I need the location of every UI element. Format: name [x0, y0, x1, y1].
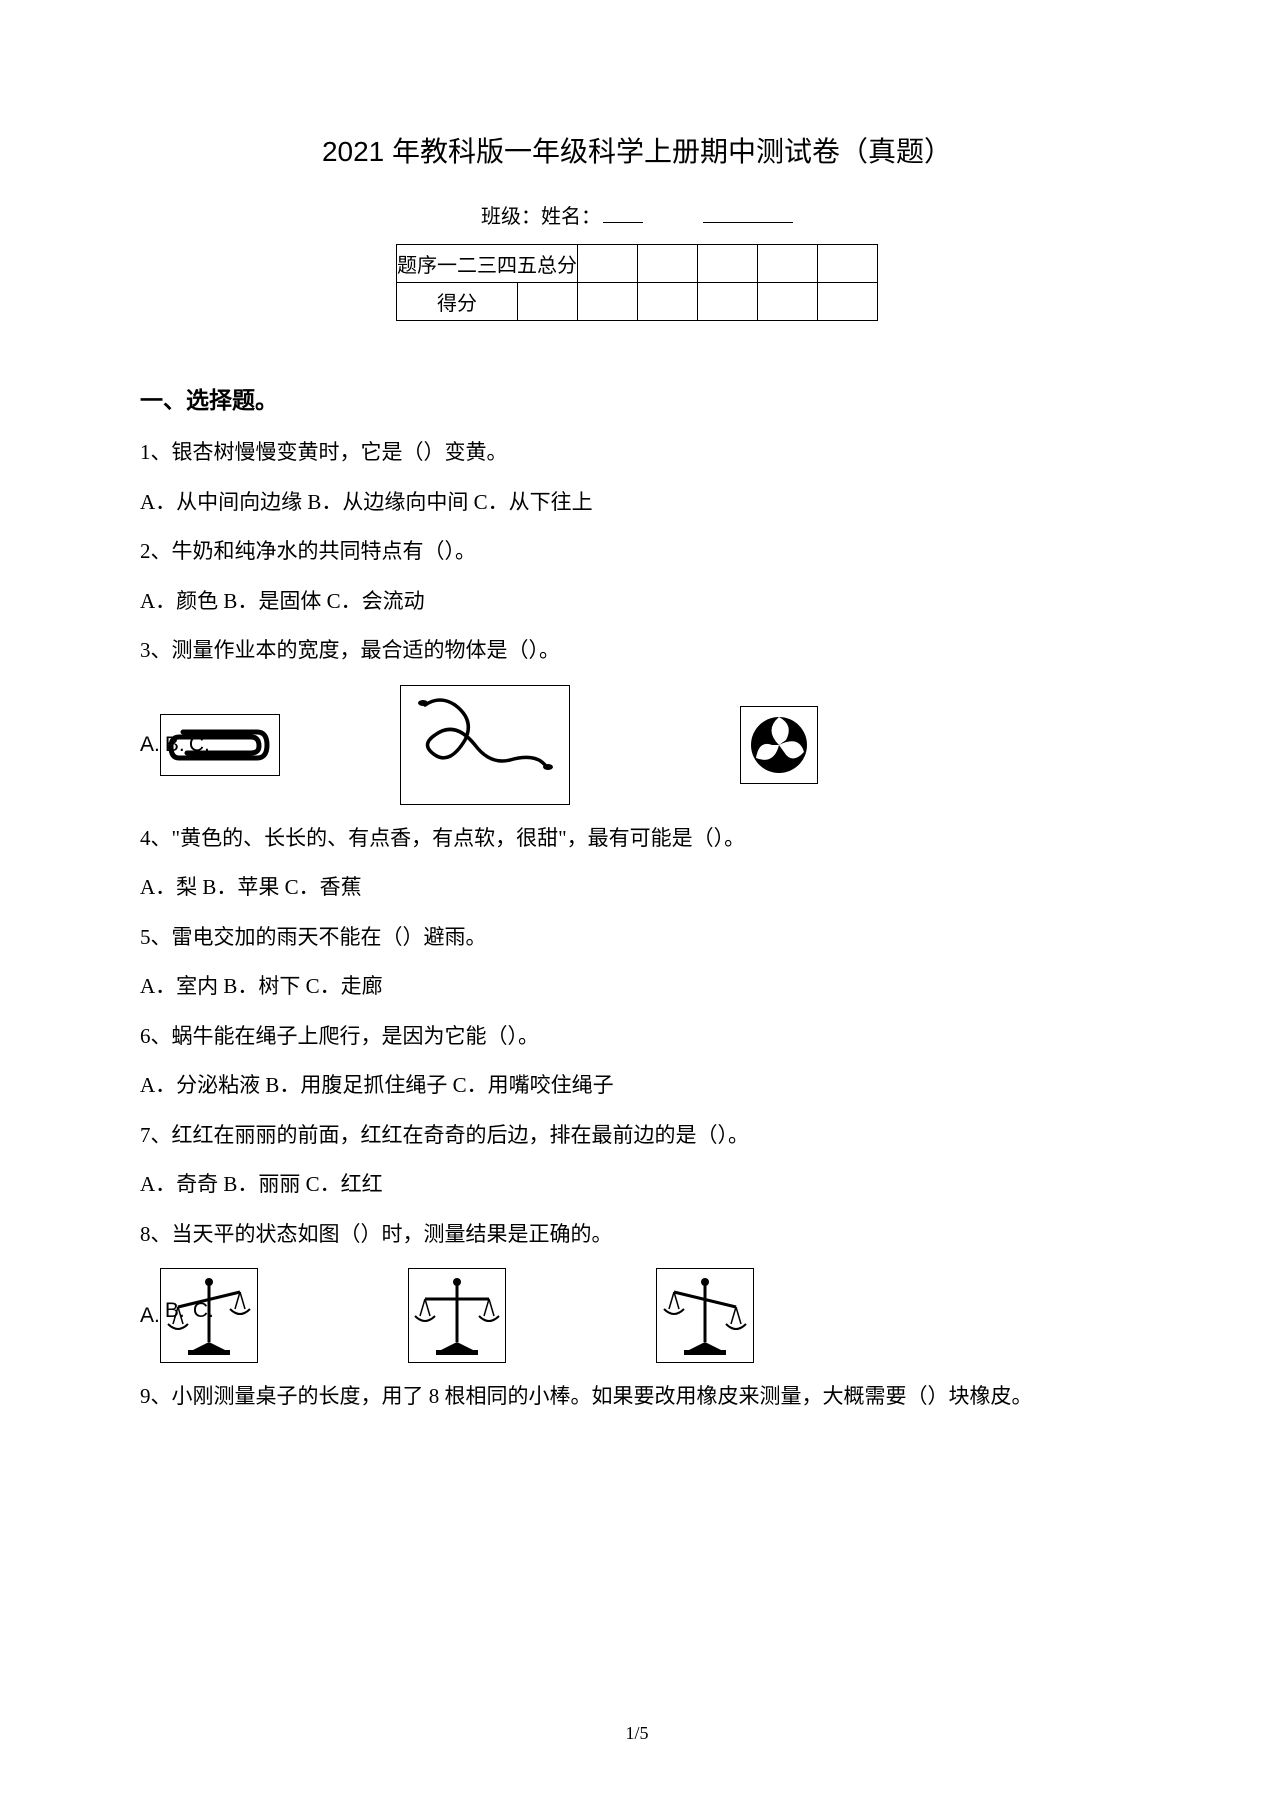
- table-cell: [638, 283, 698, 321]
- question-1-options: A．从中间向边缘 B．从边缘向中间 C．从下往上: [140, 487, 1134, 519]
- question-8-images: A. B. C.: [140, 1268, 1134, 1363]
- question-2: 2、牛奶和纯净水的共同特点有（）。: [140, 536, 1134, 568]
- question-9: 9、小刚测量桌子的长度，用了 8 根相同的小棒。如果要改用橡皮来测量，大概需要（…: [140, 1381, 1134, 1413]
- name-blank: [603, 222, 643, 223]
- option-a-label: A.: [140, 1304, 160, 1328]
- student-info: 班级：姓名：: [140, 200, 1134, 229]
- rope-icon: [400, 685, 570, 805]
- question-5-options: A．室内 B．树下 C．走廊: [140, 971, 1134, 1003]
- balance-scale-even-icon: [408, 1268, 506, 1363]
- option-c-label: C.: [193, 1299, 214, 1323]
- table-cell: [638, 245, 698, 283]
- class-label: 班级：: [481, 206, 541, 228]
- table-row: 题序一二三四五总分: [397, 245, 878, 283]
- table-cell: [578, 283, 638, 321]
- question-1: 1、银杏树慢慢变黄时，它是（）变黄。: [140, 437, 1134, 469]
- table-cell: [698, 283, 758, 321]
- paperclip-icon: B. C.: [160, 714, 280, 776]
- table-cell: [518, 283, 578, 321]
- question-5: 5、雷电交加的雨天不能在（）避雨。: [140, 922, 1134, 954]
- table-cell: [698, 245, 758, 283]
- section-heading: 一、选择题。: [140, 381, 1134, 415]
- table-cell: [758, 245, 818, 283]
- score-table: 题序一二三四五总分 得分: [396, 244, 878, 321]
- question-2-options: A．颜色 B．是固体 C．会流动: [140, 586, 1134, 618]
- option-a-label: A.: [140, 733, 160, 757]
- table-cell: 得分: [397, 283, 518, 321]
- question-7-options: A．奇奇 B．丽丽 C．红红: [140, 1169, 1134, 1201]
- question-4: 4、"黄色的、长长的、有点香，有点软，很甜"，最有可能是（）。: [140, 823, 1134, 855]
- table-header: 题序一二三四五总分: [397, 245, 578, 283]
- balance-scale-left-icon: B. C.: [160, 1268, 258, 1363]
- option-c-label: C.: [189, 733, 210, 757]
- balance-scale-right-icon: [656, 1268, 754, 1363]
- table-row: 得分: [397, 283, 878, 321]
- question-3: 3、测量作业本的宽度，最合适的物体是（）。: [140, 635, 1134, 667]
- name-label: 姓名：: [541, 206, 601, 228]
- table-cell: [818, 245, 878, 283]
- option-b-label: B.: [165, 1299, 185, 1323]
- option-b-label: B.: [165, 733, 185, 757]
- table-cell: [758, 283, 818, 321]
- page-title: 2021 年教科版一年级科学上册期中测试卷（真题）: [140, 130, 1134, 170]
- table-cell: [578, 245, 638, 283]
- ball-icon: [740, 706, 818, 784]
- table-cell: [818, 283, 878, 321]
- question-7: 7、红红在丽丽的前面，红红在奇奇的后边，排在最前边的是（）。: [140, 1120, 1134, 1152]
- question-3-images: A. B. C.: [140, 685, 1134, 805]
- question-8: 8、当天平的状态如图（）时，测量结果是正确的。: [140, 1219, 1134, 1251]
- page-number: 1/5: [625, 1723, 648, 1744]
- question-6-options: A．分泌粘液 B．用腹足抓住绳子 C．用嘴咬住绳子: [140, 1070, 1134, 1102]
- extra-blank: [703, 222, 793, 223]
- question-6: 6、蜗牛能在绳子上爬行，是因为它能（）。: [140, 1021, 1134, 1053]
- question-4-options: A．梨 B．苹果 C．香蕉: [140, 872, 1134, 904]
